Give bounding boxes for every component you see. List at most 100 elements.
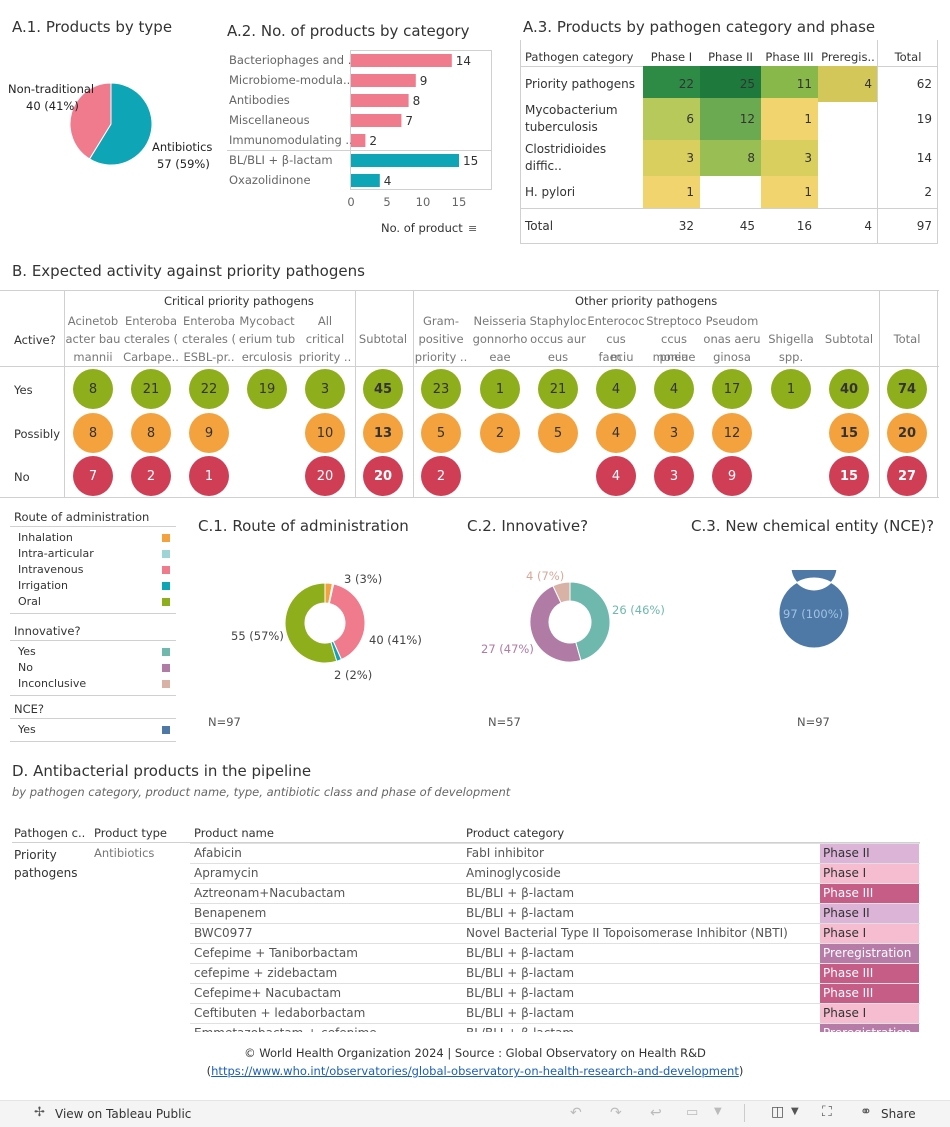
legend-item-label[interactable]: Inconclusive: [18, 677, 86, 690]
d-table-row[interactable]: Cefepime+ Nacubactam BL/BLI + β-lactam Pha…: [190, 983, 920, 1003]
a3-heat-cell[interactable]: [818, 176, 878, 208]
a3-heat-cell[interactable]: [700, 176, 761, 208]
d-table-row[interactable]: Emmetazobactam + cefepime BL/BLI + β-lact…: [190, 1023, 920, 1032]
a2-bar[interactable]: [351, 54, 452, 67]
b-col-header[interactable]: Subtotal: [354, 330, 412, 348]
b-col-header[interactable]: erium tub: [238, 330, 296, 348]
b-activity-bubble[interactable]: 4: [596, 413, 636, 453]
a2-bar[interactable]: [351, 74, 416, 87]
b-activity-bubble[interactable]: 22: [189, 369, 229, 409]
b-activity-bubble[interactable]: 10: [305, 413, 345, 453]
b-col-header[interactable]: Acinetob: [64, 312, 122, 330]
b-activity-bubble[interactable]: 12: [712, 413, 752, 453]
b-activity-bubble[interactable]: 1: [189, 456, 229, 496]
b-col-header[interactable]: Carbape..: [122, 348, 180, 366]
a3-heat-cell[interactable]: 12: [700, 98, 761, 140]
a3-header[interactable]: Phase I: [643, 50, 700, 64]
undo-icon[interactable]: ↶: [570, 1105, 582, 1121]
b-col-header[interactable]: priority ..: [296, 348, 354, 366]
a3-heat-cell[interactable]: 3: [761, 140, 818, 176]
b-col-header[interactable]: Streptoco: [645, 312, 703, 330]
b-col-header[interactable]: positive: [412, 330, 470, 348]
b-col-header[interactable]: Total: [878, 330, 936, 348]
pause-icon[interactable]: ▭: [686, 1105, 698, 1120]
b-activity-bubble[interactable]: 8: [73, 369, 113, 409]
b-activity-bubble[interactable]: 9: [712, 456, 752, 496]
b-activity-bubble[interactable]: 2: [131, 456, 171, 496]
b-activity-bubble[interactable]: 5: [421, 413, 461, 453]
redo-icon[interactable]: ↷: [610, 1105, 622, 1121]
sort-icon[interactable]: ≡: [468, 222, 477, 235]
b-col-header[interactable]: m: [587, 348, 645, 366]
a3-heat-cell[interactable]: 3: [643, 140, 700, 176]
b-col-header[interactable]: ESBL-pr..: [180, 348, 238, 366]
d-table-row[interactable]: Afabicin FabI inhibitor Phase II: [190, 843, 920, 863]
b-col-header[interactable]: mannii: [64, 348, 122, 366]
share-button[interactable]: Share: [881, 1107, 916, 1121]
a3-header[interactable]: Total: [878, 50, 938, 64]
a3-heat-cell[interactable]: 4: [818, 66, 878, 102]
a2-bar[interactable]: [351, 174, 380, 187]
download-dropdown-icon[interactable]: ▼: [791, 1106, 799, 1117]
b-activity-bubble[interactable]: 4: [596, 456, 636, 496]
b-col-header[interactable]: Enteroba: [122, 312, 180, 330]
a3-heat-cell[interactable]: 25: [700, 66, 761, 102]
b-col-header[interactable]: Staphyloc: [529, 312, 587, 330]
b-activity-bubble[interactable]: 21: [538, 369, 578, 409]
b-col-header[interactable]: gonnorho: [471, 330, 529, 348]
b-activity-bubble[interactable]: 15: [829, 456, 869, 496]
legend-item-label[interactable]: Yes: [18, 645, 36, 658]
a3-heat-cell[interactable]: 11: [761, 66, 818, 102]
d-table-row[interactable]: Cefepime + Taniborbactam BL/BLI + β-lacta…: [190, 943, 920, 963]
c2-donut[interactable]: [520, 570, 620, 670]
d-table-row[interactable]: Ceftibuten + ledaborbactam BL/BLI + β-lac…: [190, 1003, 920, 1023]
legend-item-label[interactable]: Irrigation: [18, 579, 68, 592]
a3-header[interactable]: Phase III: [761, 50, 818, 64]
b-col-header[interactable]: Neisseria: [471, 312, 529, 330]
b-activity-bubble[interactable]: 1: [480, 369, 520, 409]
a3-heat-cell[interactable]: 8: [700, 140, 761, 176]
b-activity-bubble[interactable]: 40: [829, 369, 869, 409]
b-activity-bubble[interactable]: 20: [305, 456, 345, 496]
a3-heat-cell[interactable]: 6: [643, 98, 700, 140]
b-activity-bubble[interactable]: 3: [305, 369, 345, 409]
d-table[interactable]: Pathogen c.. Product type Product name P…: [12, 826, 920, 1032]
footer-link[interactable]: https://www.who.int/observatories/global…: [211, 1064, 739, 1078]
fullscreen-icon[interactable]: ⛶: [822, 1104, 832, 1120]
b-col-header[interactable]: Enterococ: [587, 312, 645, 330]
b-activity-bubble[interactable]: 19: [247, 369, 287, 409]
d-table-row[interactable]: cefepime + zidebactam BL/BLI + β-lactam Ph…: [190, 963, 920, 983]
b-activity-bubble[interactable]: 5: [538, 413, 578, 453]
b-col-header[interactable]: onas aeru: [703, 330, 761, 348]
d-header-category[interactable]: Product category: [466, 826, 564, 840]
b-activity-bubble[interactable]: 7: [73, 456, 113, 496]
b-activity-bubble[interactable]: 2: [480, 413, 520, 453]
b-col-header[interactable]: Mycobact: [238, 312, 296, 330]
a3-header[interactable]: Phase II: [700, 50, 761, 64]
legend-item-label[interactable]: No: [18, 661, 33, 674]
b-activity-bubble[interactable]: 17: [712, 369, 752, 409]
b-col-header[interactable]: priority ..: [412, 348, 470, 366]
share-icon[interactable]: ⚭: [860, 1104, 872, 1120]
a3-heat-cell[interactable]: 1: [643, 176, 700, 208]
a2-bar-chart[interactable]: Bacteriophages and .. 14 Microbiome-modula…: [0, 0, 500, 240]
b-col-header[interactable]: critical: [296, 330, 354, 348]
b-col-header[interactable]: Enteroba: [180, 312, 238, 330]
legend-item-label[interactable]: Oral: [18, 595, 41, 608]
b-col-header[interactable]: eus: [529, 348, 587, 366]
b-activity-bubble[interactable]: 23: [421, 369, 461, 409]
view-on-tableau-link[interactable]: View on Tableau Public: [55, 1107, 191, 1121]
b-activity-bubble[interactable]: 27: [887, 456, 927, 496]
b-activity-bubble[interactable]: 13: [363, 413, 403, 453]
a3-heat-cell[interactable]: 1: [761, 176, 818, 208]
a2-bar[interactable]: [351, 114, 401, 127]
b-col-header[interactable]: acter bau: [64, 330, 122, 348]
b-col-header[interactable]: occus aur: [529, 330, 587, 348]
b-col-header[interactable]: cterales (: [122, 330, 180, 348]
pause-dropdown-icon[interactable]: ▼: [714, 1106, 722, 1117]
legend-item-label[interactable]: Intra-articular: [18, 547, 94, 560]
d-header-type[interactable]: Product type: [94, 826, 167, 840]
a3-heat-cell[interactable]: 1: [761, 98, 818, 140]
b-col-header[interactable]: Subtotal: [820, 330, 878, 348]
legend-item-label[interactable]: Inhalation: [18, 531, 73, 544]
